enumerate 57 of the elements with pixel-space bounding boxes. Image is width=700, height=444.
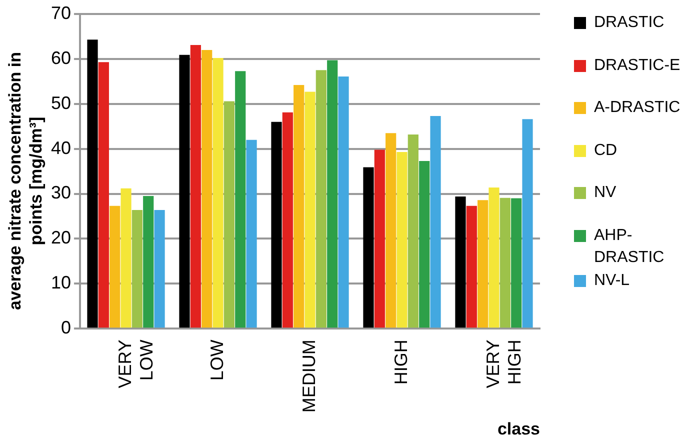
y-axis-title: average nitrate concentration in points [mg/dm³] [4,51,46,312]
x-tick-label: VERY LOW [114,340,157,388]
y-tick-label: 60 [50,48,72,68]
bar [98,62,109,328]
bar [316,70,326,328]
bar [190,45,201,328]
y-tick-label: 50 [50,92,72,113]
x-tick-label: VERY HIGH [482,340,525,388]
bar [235,71,246,328]
y-tick-label: 40 [50,138,72,158]
x-tick-label: LOW [206,340,227,381]
bar [522,119,533,328]
bar [478,200,488,328]
y-tick-label: 20 [50,228,72,248]
legend-label: CD [594,141,618,161]
bar [143,196,154,328]
bar [304,92,316,328]
bar [511,198,522,328]
bar [224,101,234,328]
bar [327,60,338,328]
bar [179,54,190,328]
bar [430,116,441,328]
bar [294,85,304,328]
bar [500,198,510,328]
bar [363,167,374,328]
bar [132,210,142,328]
bar [154,210,165,328]
bar [408,134,418,328]
bar [386,133,396,328]
bar [282,112,293,328]
legend-label: AHP-DRASTIC [594,226,666,268]
legend-label: A-DRASTIC [594,98,680,118]
x-tick-label: MEDIUM [298,340,319,413]
legend-label: DRASTIC-E [594,56,680,76]
bar [396,152,408,328]
legend-label: NV [594,183,616,203]
bar [419,160,430,328]
bar [110,206,120,328]
bar [120,188,132,328]
legend-label: DRASTIC [594,13,664,33]
y-tick-label: 30 [50,182,72,203]
bar [87,40,98,328]
bar [212,58,224,328]
bar [466,206,477,328]
bar [202,50,212,328]
legend-label: NV-L [594,271,630,291]
x-axis-title: class [497,419,540,438]
y-tick-label: 70 [50,2,72,23]
y-tick-label: 0 [61,318,72,338]
x-tick-label: HIGH [390,340,411,385]
bar [455,196,466,328]
bar [488,187,500,328]
y-tick-label: 10 [50,272,72,293]
bar [271,122,282,328]
bar [338,76,349,328]
bar [246,140,257,328]
bar [374,150,385,328]
